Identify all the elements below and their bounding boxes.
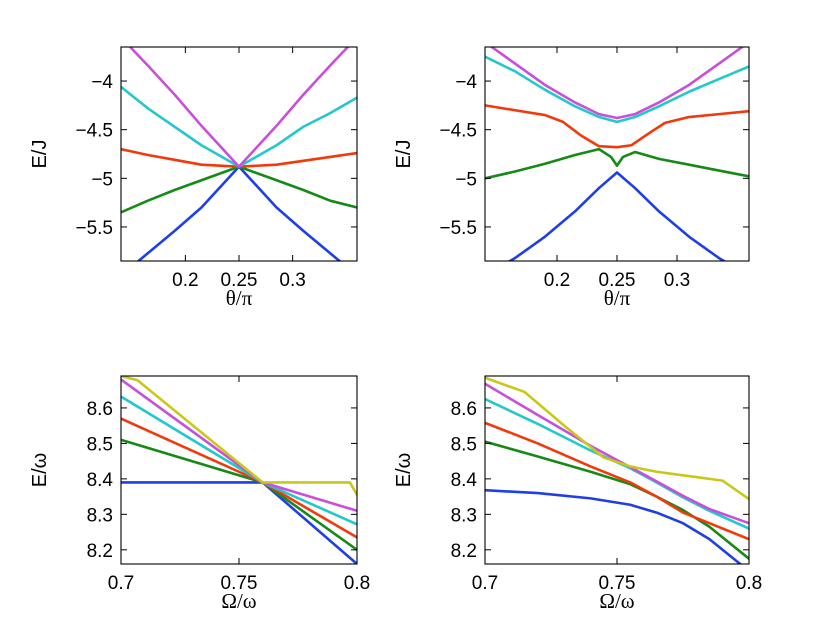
plot-frame [484, 46, 750, 262]
y-tick-label: −4 [455, 72, 477, 93]
series-line-red [485, 104, 749, 149]
x-tick-label: 0.25 [599, 270, 636, 291]
y-tick-label: 8.6 [87, 399, 113, 420]
plot-frame [120, 46, 358, 262]
x-tick-label: 0.75 [221, 573, 258, 594]
y-axis-label: E/J [29, 140, 51, 169]
series-line-cyan [121, 395, 357, 526]
series-line-yellow [485, 376, 749, 501]
series-line-red [485, 421, 749, 541]
y-tick-label: 8.2 [451, 541, 477, 562]
plot-frame [484, 375, 750, 565]
y-tick-label: −4 [91, 72, 113, 93]
x-tick-label: 0.8 [736, 573, 762, 594]
x-axis-label: Ω/ω [221, 589, 256, 613]
series-line-magenta [489, 47, 745, 120]
x-tick-label: 0.75 [599, 573, 636, 594]
series-line-cyan [121, 85, 357, 168]
y-tick-label: 8.2 [87, 541, 113, 562]
x-tick-label: 0.2 [172, 270, 198, 291]
y-tick-label: 8.5 [451, 434, 477, 455]
chart-panel-2: 0.2 0.25 0.3 −4 −4.5 −5 −5.5 θ/π E/J [393, 46, 750, 310]
series-line-blue [485, 488, 743, 564]
y-tick-label: −5.5 [75, 218, 113, 239]
y-tick-label: −4.5 [75, 121, 113, 142]
series-line-magenta [121, 378, 357, 513]
y-tick-label: 8.6 [451, 399, 477, 420]
y-tick-label: 8.3 [87, 505, 113, 526]
x-axis-label: Ω/ω [599, 589, 634, 613]
series-line-magenta [128, 47, 350, 168]
x-tick-label: 0.3 [664, 270, 690, 291]
y-tick-label: −5 [455, 169, 477, 190]
x-tick-label: 0.25 [221, 270, 258, 291]
series-line-cyan [485, 55, 749, 124]
x-tick-label: 0.7 [472, 573, 498, 594]
y-tick-label: 8.4 [451, 470, 478, 491]
y-tick-label: −4.5 [439, 121, 477, 142]
chart-panel-3: 0.7 0.75 0.8 8.6 8.5 8.4 8.3 8.2 Ω/ω E/ω [29, 375, 370, 613]
y-tick-label: −5.5 [439, 218, 477, 239]
series-line-red [121, 417, 357, 539]
series-line-green [121, 165, 357, 214]
series-line-blue [507, 171, 727, 261]
chart-panel-1: 0.2 0.25 0.3 −4 −4.5 −5 −5.5 θ/π E/J [29, 46, 358, 310]
y-tick-label: 8.3 [451, 505, 477, 526]
series-line-magenta [485, 382, 749, 525]
x-axis-label: θ/π [226, 286, 253, 310]
series-line-green [485, 147, 749, 180]
x-tick-label: 0.3 [279, 270, 305, 291]
series-line-yellow [121, 376, 357, 497]
chart-panel-4: 0.7 0.75 0.8 8.6 8.5 8.4 8.3 8.2 Ω/ω E/ω [393, 375, 762, 613]
x-tick-label: 0.2 [544, 270, 570, 291]
x-tick-label: 0.8 [344, 573, 370, 594]
y-axis-label: E/ω [29, 453, 51, 488]
y-tick-label: −5 [91, 169, 113, 190]
x-tick-label: 0.7 [108, 573, 134, 594]
y-axis-label: E/ω [393, 453, 415, 488]
series-line-red [121, 147, 357, 168]
y-tick-label: 8.5 [87, 434, 113, 455]
y-tick-label: 8.4 [87, 470, 114, 491]
y-axis-label: E/J [393, 140, 415, 169]
x-axis-label: θ/π [604, 286, 631, 310]
